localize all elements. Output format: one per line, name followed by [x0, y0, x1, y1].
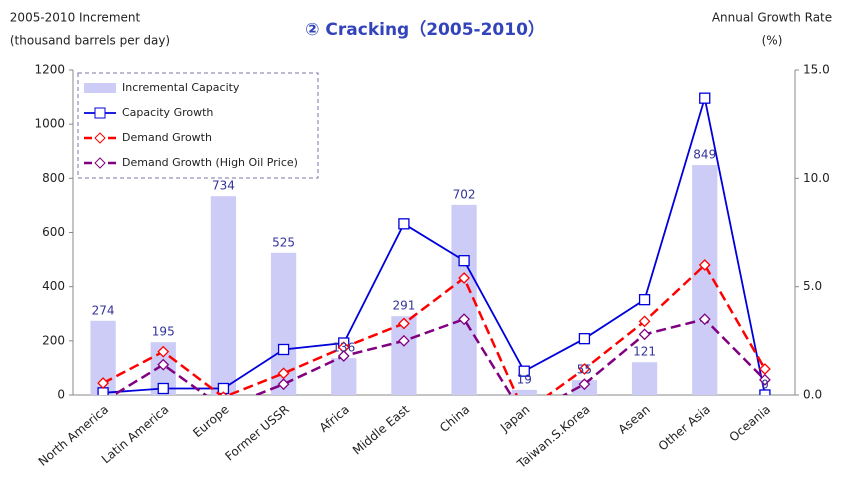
marker — [458, 255, 470, 267]
chart-title: ② Cracking（2005-2010） — [305, 19, 545, 40]
marker — [578, 333, 591, 345]
x-tick-label: Asean — [616, 402, 653, 436]
data-label: 0 — [761, 378, 769, 392]
data-label: 136 — [332, 341, 355, 355]
marker — [578, 363, 591, 375]
x-tick-label: North America — [36, 402, 112, 469]
line — [102, 263, 766, 395]
marker — [398, 218, 410, 230]
marker — [758, 363, 771, 375]
legend-marker — [94, 132, 106, 144]
marker — [699, 92, 711, 104]
data-label: 55 — [577, 363, 592, 377]
marker — [638, 315, 651, 328]
y2-axis-label: Annual Growth Rate — [712, 11, 832, 25]
data-label: 734 — [212, 179, 235, 193]
marker — [157, 358, 170, 371]
x-tick-label: Oceania — [726, 402, 773, 444]
x-tick-label: Former USSR — [222, 402, 291, 463]
legend-box — [77, 72, 319, 179]
x-tick-label: Africa — [317, 402, 352, 435]
y-axis-label: (thousand barrels per day) — [10, 34, 170, 48]
marker — [458, 272, 471, 284]
marker — [219, 391, 228, 395]
marker — [759, 389, 771, 395]
legend-label: Demand Growth (High Oil Price) — [122, 156, 298, 169]
data-label: 702 — [453, 187, 476, 201]
y2-tick-label: 15.0 — [803, 63, 830, 77]
marker — [638, 294, 651, 306]
x-tick-label: Europe — [190, 402, 231, 440]
data-label: 849 — [693, 148, 716, 162]
marker — [97, 377, 110, 390]
marker — [578, 378, 591, 391]
y-tick-label: 0 — [57, 388, 65, 402]
marker — [698, 259, 711, 271]
bar — [210, 196, 237, 395]
marker — [337, 350, 350, 362]
marker — [97, 387, 109, 395]
marker — [397, 334, 410, 347]
marker — [638, 328, 651, 341]
marker — [157, 382, 169, 395]
legend-label: Capacity Growth — [122, 106, 213, 119]
marker — [277, 378, 290, 391]
marker — [698, 313, 711, 326]
y-tick-label: 800 — [42, 171, 65, 185]
legend-label: Demand Growth — [122, 131, 212, 144]
y-tick-label: 1000 — [34, 117, 65, 131]
marker — [157, 345, 170, 358]
y-tick-label: 200 — [42, 333, 65, 347]
y2-axis-label: (%) — [762, 34, 783, 48]
bar — [451, 204, 477, 395]
legend-marker — [94, 157, 106, 169]
legend-marker — [94, 107, 106, 119]
data-label: 195 — [152, 325, 175, 339]
marker — [397, 317, 410, 330]
y2-tick-label: 10.0 — [803, 171, 830, 185]
y-tick-label: 400 — [42, 279, 65, 293]
x-tick-label: China — [437, 402, 472, 435]
data-label: 274 — [92, 303, 115, 317]
data-label: 121 — [633, 345, 656, 359]
x-tick-label: Japan — [497, 402, 532, 435]
bar — [511, 389, 537, 395]
legend-swatch — [84, 83, 116, 93]
y-tick-label: 600 — [42, 225, 65, 239]
x-tick-label: Middle East — [350, 402, 412, 457]
data-label: 525 — [272, 235, 295, 249]
line — [103, 97, 766, 395]
bar — [631, 362, 658, 395]
marker — [277, 343, 290, 356]
plot-area — [90, 92, 771, 395]
bar — [331, 358, 357, 395]
marker — [518, 365, 530, 377]
data-label: 19 — [517, 372, 532, 386]
marker — [758, 373, 771, 386]
line — [111, 317, 766, 395]
data-label: 291 — [392, 299, 415, 313]
legend-label: Incremental Capacity — [122, 81, 240, 94]
marker — [458, 313, 471, 326]
y-tick-label: 1200 — [34, 63, 65, 77]
y2-tick-label: 5.0 — [803, 279, 822, 293]
y-axis-label: 2005-2010 Increment — [10, 11, 141, 25]
y2-tick-label: 0.0 — [803, 388, 822, 402]
x-tick-label: Other Asia — [656, 402, 713, 453]
